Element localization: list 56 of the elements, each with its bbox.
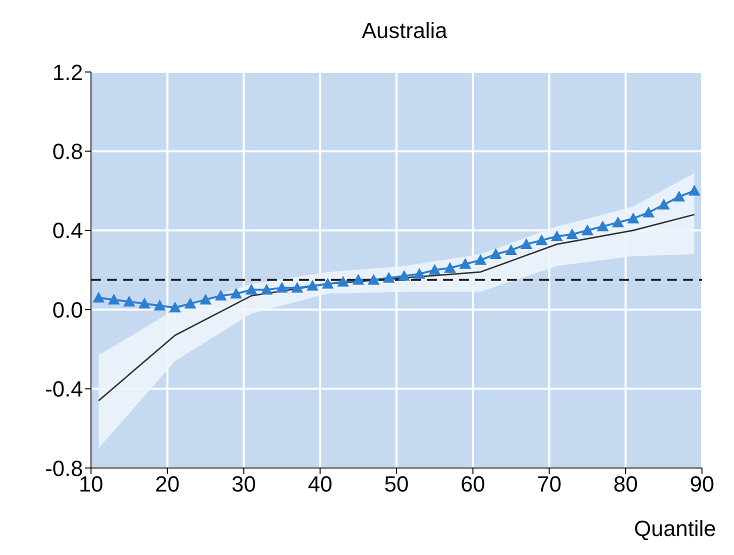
point: [627, 212, 640, 224]
x-tick-label: 20: [155, 472, 180, 497]
point: [184, 298, 196, 308]
chart-title: Australia: [360, 18, 448, 44]
point: [169, 302, 182, 312]
x-tick-label: 80: [613, 472, 638, 497]
y-tick-label: -0.4: [45, 376, 83, 402]
point: [306, 280, 318, 291]
point: [322, 278, 334, 289]
point: [688, 184, 700, 196]
point: [337, 276, 350, 287]
point: [138, 298, 150, 308]
point: [214, 290, 227, 301]
point: [123, 296, 136, 306]
line-series: [98, 214, 696, 402]
point: [382, 272, 395, 283]
point: [536, 234, 548, 246]
point: [490, 248, 502, 259]
x-tick-label: 70: [537, 472, 562, 497]
point: [459, 258, 472, 269]
point: [550, 230, 563, 242]
point: [413, 268, 426, 279]
point: [245, 284, 258, 295]
x-axis-title: Quantile: [634, 516, 716, 542]
point: [520, 238, 532, 250]
point: [658, 198, 670, 210]
point: [291, 282, 304, 293]
point: [260, 284, 273, 295]
point: [505, 244, 518, 255]
point: [428, 264, 441, 275]
point: [200, 294, 212, 304]
point: [474, 254, 487, 265]
x-tick-label: 40: [308, 472, 332, 497]
x-tick-label: 60: [460, 472, 486, 497]
point: [352, 274, 364, 285]
y-tick-label: 0.8: [52, 139, 83, 164]
point: [108, 294, 120, 304]
point: [276, 282, 288, 293]
point: [398, 270, 410, 281]
y-tick-label: 0.0: [52, 297, 83, 322]
point: [673, 190, 686, 202]
point: [444, 262, 456, 273]
point: [154, 300, 166, 310]
point: [612, 216, 624, 228]
x-tick-label: 50: [384, 472, 409, 497]
point: [92, 292, 105, 303]
point: [581, 224, 594, 236]
point: [368, 274, 380, 285]
point: [230, 288, 242, 299]
y-tick-label: 0.4: [52, 218, 83, 244]
point: [566, 228, 578, 240]
y-tick-label: 1.2: [52, 60, 83, 85]
point: [596, 220, 609, 232]
point: [642, 206, 655, 218]
x-tick-label: 90: [690, 472, 714, 497]
x-tick-label: 30: [232, 472, 256, 497]
